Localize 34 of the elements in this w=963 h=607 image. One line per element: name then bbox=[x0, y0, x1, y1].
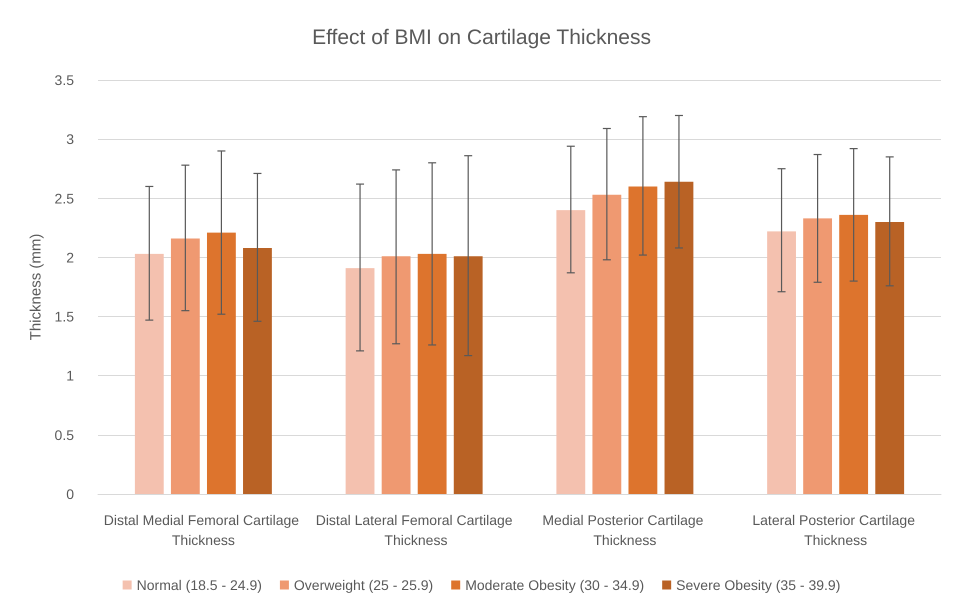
y-tick-label: 0.5 bbox=[54, 426, 74, 443]
bar bbox=[767, 231, 796, 494]
bar bbox=[664, 182, 694, 494]
y-tick-label: 0 bbox=[66, 486, 74, 502]
y-axis-title: Thickness (mm) bbox=[28, 234, 45, 340]
bar bbox=[382, 256, 411, 494]
x-tick-label: Medial Posterior Cartilage Thickness bbox=[542, 512, 708, 548]
chart-title: Effect of BMI on Cartilage Thickness bbox=[312, 26, 651, 49]
bar bbox=[134, 254, 164, 494]
bar bbox=[628, 186, 658, 494]
bar bbox=[556, 210, 586, 494]
bar bbox=[454, 256, 483, 494]
legend-label: Normal (18.5 - 24.9) bbox=[136, 577, 262, 593]
y-tick-label: 2 bbox=[66, 249, 74, 266]
bar bbox=[875, 222, 904, 494]
legend-label: Overweight (25 - 25.9) bbox=[294, 577, 434, 593]
legend-label: Moderate Obesity (30 - 34.9) bbox=[465, 577, 644, 593]
bar bbox=[170, 238, 200, 494]
bar bbox=[592, 194, 622, 494]
y-tick-label: 1 bbox=[66, 368, 74, 384]
bar bbox=[243, 248, 272, 494]
bar bbox=[839, 214, 868, 494]
y-tick-label: 3.5 bbox=[54, 72, 74, 88]
x-tick-label: Distal Medial Femoral Cartilage Thickness bbox=[104, 512, 303, 548]
y-tick-label: 1.5 bbox=[54, 308, 74, 325]
bar bbox=[346, 268, 374, 494]
y-tick-label: 2.5 bbox=[54, 190, 74, 206]
x-tick-label: Distal Lateral Femoral Cartilage Thickness bbox=[316, 512, 513, 548]
bar bbox=[206, 232, 236, 494]
legend-label: Severe Obesity (35 - 39.9) bbox=[676, 577, 840, 593]
bar bbox=[418, 254, 447, 494]
y-tick-label: 3 bbox=[66, 131, 74, 148]
bar bbox=[803, 218, 832, 494]
x-tick-label: Lateral Posterior Cartilage Thickness bbox=[752, 512, 919, 548]
